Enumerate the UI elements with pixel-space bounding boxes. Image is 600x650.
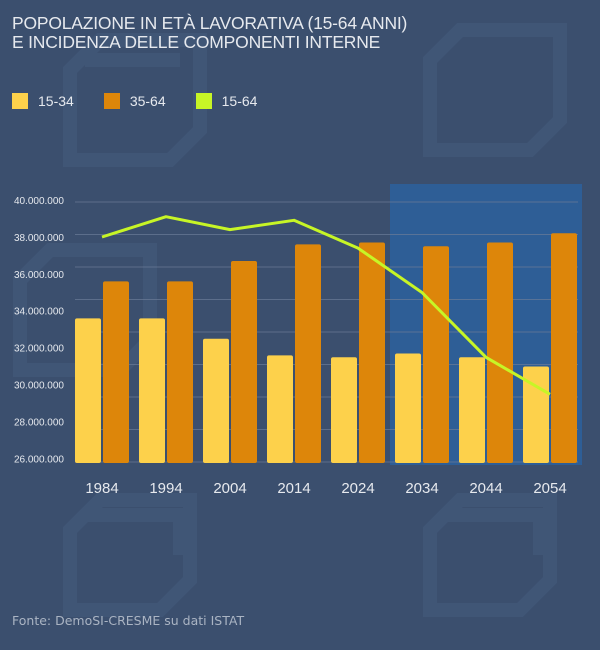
y-tick-label: 26.000.000 [14, 454, 64, 465]
bar-35-64-2014[interactable] [295, 244, 321, 463]
x-tick-label: 2054 [533, 480, 566, 497]
y-tick-label: 36.000.000 [14, 270, 64, 281]
bar-35-64-2004[interactable] [231, 261, 257, 463]
y-tick-label: 28.000.000 [14, 417, 64, 428]
y-tick-label: 34.000.000 [14, 307, 64, 318]
legend-swatch-35-64 [103, 93, 120, 109]
line-15-64[interactable] [101, 215, 551, 396]
legend-swatch-15-34 [12, 93, 28, 109]
x-tick-label: 2034 [405, 480, 438, 497]
bar-15-34-2034[interactable] [395, 353, 421, 463]
chart-title-line2: E INCIDENZA DELLE COMPONENTI INTERNE [12, 32, 381, 52]
bar-15-34-1984[interactable] [75, 318, 101, 463]
x-tick-label: 1994 [149, 480, 182, 497]
line-series [101, 215, 551, 396]
bar-35-64-2024[interactable] [359, 242, 385, 463]
x-tick-label: 2044 [469, 480, 502, 497]
bar-35-64-2034[interactable] [423, 246, 449, 463]
source-note: Fonte: DemoSI-CRESME su dati ISTAT [12, 613, 245, 628]
legend: 15-34 35-64 15-64 [12, 93, 287, 109]
y-tick-label: 40.000.000 [14, 196, 64, 207]
bar-15-34-2014[interactable] [267, 355, 293, 463]
x-tick-label: 2014 [277, 480, 310, 497]
bar-35-64-2054[interactable] [551, 233, 577, 463]
y-tick-label: 38.000.000 [14, 233, 64, 244]
projection-highlight [390, 184, 582, 465]
legend-item-15-34[interactable]: 15-34 [12, 93, 74, 109]
bar-15-34-2004[interactable] [203, 338, 229, 463]
bar-15-34-1994[interactable] [139, 318, 165, 463]
y-axis: 40.000.000 38.000.000 36.000.000 34.000.000… [14, 196, 64, 465]
legend-label: 15-64 [221, 93, 258, 109]
legend-item-15-64[interactable]: 15-64 [195, 93, 258, 109]
legend-item-35-64[interactable]: 35-64 [103, 93, 166, 109]
bar-35-64-1994[interactable] [167, 281, 193, 463]
bar-15-34-2044[interactable] [459, 357, 485, 463]
bar-15-34-2024[interactable] [331, 357, 357, 463]
legend-label: 35-64 [129, 93, 166, 109]
bar-35-64-1984[interactable] [103, 281, 129, 463]
chart-title: POPOLAZIONE IN ETÀ LAVORATIVA (15-64 ANN… [12, 14, 407, 52]
bars [75, 233, 577, 463]
y-tick-label: 32.000.000 [14, 344, 64, 355]
legend-label: 15-34 [38, 93, 74, 109]
x-axis: 1984 1994 2004 2014 2024 2034 2044 2054 [85, 480, 566, 497]
bar-35-64-2044[interactable] [487, 242, 513, 463]
y-tick-label: 30.000.000 [14, 381, 64, 392]
legend-swatch-15-64 [195, 93, 212, 109]
x-tick-label: 2004 [213, 480, 246, 497]
x-tick-label: 1984 [85, 480, 118, 497]
x-tick-label: 2024 [341, 480, 374, 497]
chart-title-line1: POPOLAZIONE IN ETÀ LAVORATIVA (15-64 ANN… [12, 13, 408, 33]
